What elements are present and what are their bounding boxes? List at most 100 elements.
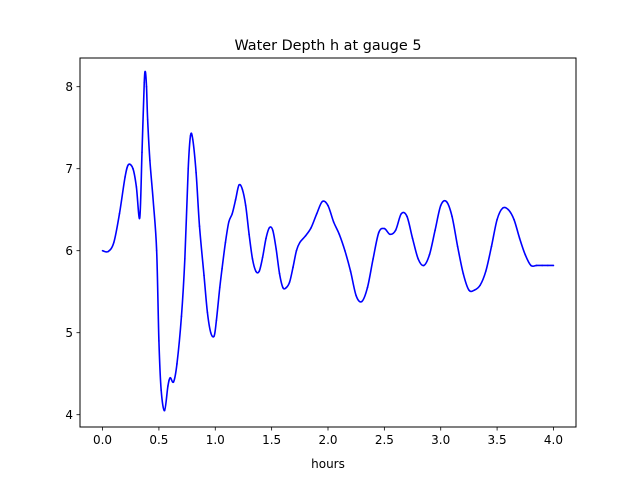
data-point — [224, 241, 227, 244]
data-point — [244, 204, 247, 207]
data-point — [366, 286, 369, 289]
data-point — [107, 250, 109, 253]
y-tick-label: 7 — [65, 162, 73, 176]
data-point — [203, 274, 205, 277]
data-point — [468, 289, 470, 291]
data-point — [138, 217, 141, 219]
data-point — [285, 286, 288, 289]
y-tick-label: 6 — [65, 244, 73, 258]
x-tick-label: 1.5 — [262, 433, 281, 447]
data-point — [518, 237, 521, 240]
data-point — [428, 254, 431, 256]
x-tick-label: 4.0 — [544, 433, 563, 447]
data-point — [361, 300, 363, 303]
x-tick-label: 1.0 — [206, 433, 225, 447]
data-point — [417, 258, 419, 260]
data-point — [355, 295, 357, 297]
x-axis-label: hours — [311, 457, 345, 471]
data-point — [344, 249, 346, 252]
data-point — [501, 207, 504, 209]
data-point — [349, 270, 352, 273]
plot-area — [101, 70, 555, 412]
data-point — [228, 221, 230, 223]
data-point — [265, 237, 267, 240]
data-point — [184, 258, 186, 260]
data-point — [389, 233, 391, 236]
data-point — [295, 249, 298, 252]
data-point — [524, 254, 527, 256]
data-point — [206, 311, 209, 314]
x-axis: 0.0 0.5 1.0 1.5 2.0 2.5 3.0 3.5 4.0 — [93, 427, 563, 447]
data-point — [189, 135, 192, 137]
data-point — [462, 272, 465, 275]
x-tick-label: 2.0 — [318, 433, 337, 447]
y-axis: 4 5 6 7 8 — [65, 80, 80, 422]
data-point — [292, 266, 294, 268]
data-point — [310, 226, 312, 229]
x-tick-label: 2.5 — [375, 433, 394, 447]
data-point — [234, 199, 237, 201]
x-tick-label: 3.0 — [431, 433, 450, 447]
data-point — [215, 319, 218, 322]
data-point — [445, 200, 448, 203]
y-tick-label: 4 — [65, 408, 73, 422]
data-point — [278, 272, 281, 275]
data-point — [127, 163, 130, 166]
data-point — [271, 229, 274, 231]
data-point — [146, 118, 149, 121]
data-point — [176, 363, 178, 365]
data-point — [169, 377, 171, 379]
data-point — [327, 204, 329, 207]
data-point — [145, 85, 148, 88]
data-point — [152, 200, 155, 203]
data-point — [141, 151, 143, 154]
x-tick-label: 0.0 — [93, 433, 112, 447]
data-point — [304, 235, 307, 237]
data-point — [198, 225, 201, 227]
data-point — [160, 389, 162, 391]
data-point — [124, 176, 126, 178]
data-point — [251, 258, 254, 260]
data-point — [209, 331, 212, 334]
y-tick-label: 5 — [65, 326, 73, 340]
data-point — [394, 229, 397, 231]
data-point — [195, 172, 197, 174]
data-point — [406, 215, 408, 218]
data-point — [255, 270, 257, 273]
data-point — [411, 237, 414, 240]
data-point — [231, 213, 233, 215]
data-point — [144, 71, 147, 73]
data-point — [496, 218, 498, 221]
x-tick-label: 3.5 — [488, 433, 507, 447]
data-point — [118, 213, 121, 215]
data-point — [191, 138, 194, 140]
data-point — [552, 264, 555, 267]
data-point — [149, 159, 151, 162]
data-point — [218, 286, 221, 289]
y-tick-label: 8 — [65, 80, 73, 94]
data-point — [451, 215, 453, 218]
data-point — [456, 245, 459, 248]
data-point — [172, 381, 175, 383]
data-point — [321, 200, 324, 203]
data-point — [261, 256, 264, 259]
data-point — [258, 270, 261, 273]
data-point — [372, 258, 374, 260]
data-point — [507, 208, 510, 211]
data-point — [377, 231, 380, 234]
data-point — [479, 284, 481, 286]
data-point — [132, 167, 134, 170]
x-tick-label: 0.5 — [149, 433, 168, 447]
data-point — [490, 245, 493, 248]
data-point — [158, 340, 160, 342]
data-point — [535, 264, 538, 267]
data-point — [434, 229, 436, 231]
data-point — [473, 289, 476, 291]
data-point — [238, 184, 240, 186]
data-point — [248, 233, 250, 236]
data-point — [163, 409, 166, 412]
data-point — [439, 204, 442, 207]
data-point — [547, 264, 549, 267]
data-point — [180, 315, 183, 318]
